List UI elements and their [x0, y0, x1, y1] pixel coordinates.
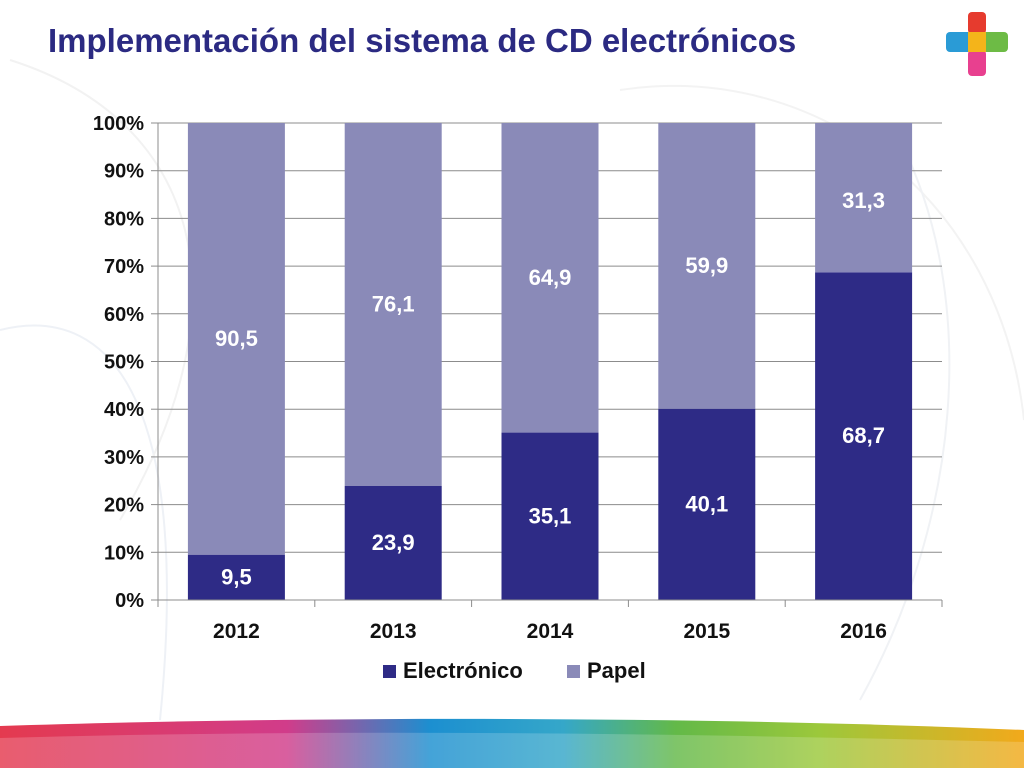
- y-tick-label: 50%: [104, 352, 144, 374]
- x-tick-label: 2012: [213, 620, 260, 643]
- data-label-electronico: 35,1: [529, 503, 572, 528]
- x-tick-label: 2014: [527, 620, 574, 643]
- data-label-papel: 90,5: [215, 326, 258, 351]
- y-tick-label: 20%: [104, 495, 144, 517]
- y-tick-label: 80%: [104, 208, 144, 230]
- y-tick-label: 90%: [104, 161, 144, 183]
- bar-electronico-2014: [501, 432, 599, 600]
- y-tick-label: 10%: [104, 542, 144, 564]
- legend-item-papel: Papel: [567, 658, 646, 683]
- data-label-electronico: 23,9: [372, 530, 415, 555]
- bar-papel-2016: [815, 123, 913, 273]
- bar-papel-2015: [658, 123, 756, 409]
- bar-papel-2013: [344, 123, 442, 486]
- slide-title: Implementación del sistema de CD electró…: [48, 22, 797, 59]
- data-label-papel: 76,1: [372, 291, 415, 316]
- bar-electronico-2012: [187, 554, 285, 600]
- data-label-papel: 31,3: [842, 188, 885, 213]
- legend-label-electronico: Electrónico: [403, 658, 523, 683]
- bar-papel-2014: [501, 123, 599, 433]
- data-label-electronico: 40,1: [685, 491, 728, 516]
- data-label-papel: 59,9: [685, 253, 728, 278]
- legend-item-electronico: Electrónico: [383, 658, 523, 683]
- legend-swatch-electronico: [383, 664, 396, 678]
- legend-swatch-papel: [567, 664, 580, 678]
- y-tick-label: 0%: [115, 590, 144, 612]
- data-label-electronico: 9,5: [221, 564, 252, 589]
- x-tick-label: 2015: [683, 620, 730, 643]
- bar-electronico-2013: [344, 485, 442, 600]
- cross-logo-icon: [946, 12, 1008, 76]
- y-tick-label: 70%: [104, 256, 144, 278]
- bar-electronico-2016: [815, 272, 913, 600]
- bar-papel-2012: [187, 123, 285, 555]
- data-label-papel: 64,9: [529, 265, 572, 290]
- x-tick-label: 2016: [840, 620, 887, 643]
- footer-color-stripe: [0, 718, 1024, 768]
- x-tick-label: 2013: [370, 620, 417, 643]
- y-tick-label: 30%: [104, 447, 144, 469]
- y-tick-label: 40%: [104, 399, 144, 421]
- bar-electronico-2015: [658, 408, 756, 600]
- y-tick-label: 60%: [104, 304, 144, 326]
- data-label-electronico: 68,7: [842, 423, 885, 448]
- legend-label-papel: Papel: [587, 658, 646, 683]
- y-tick-label: 100%: [93, 113, 144, 135]
